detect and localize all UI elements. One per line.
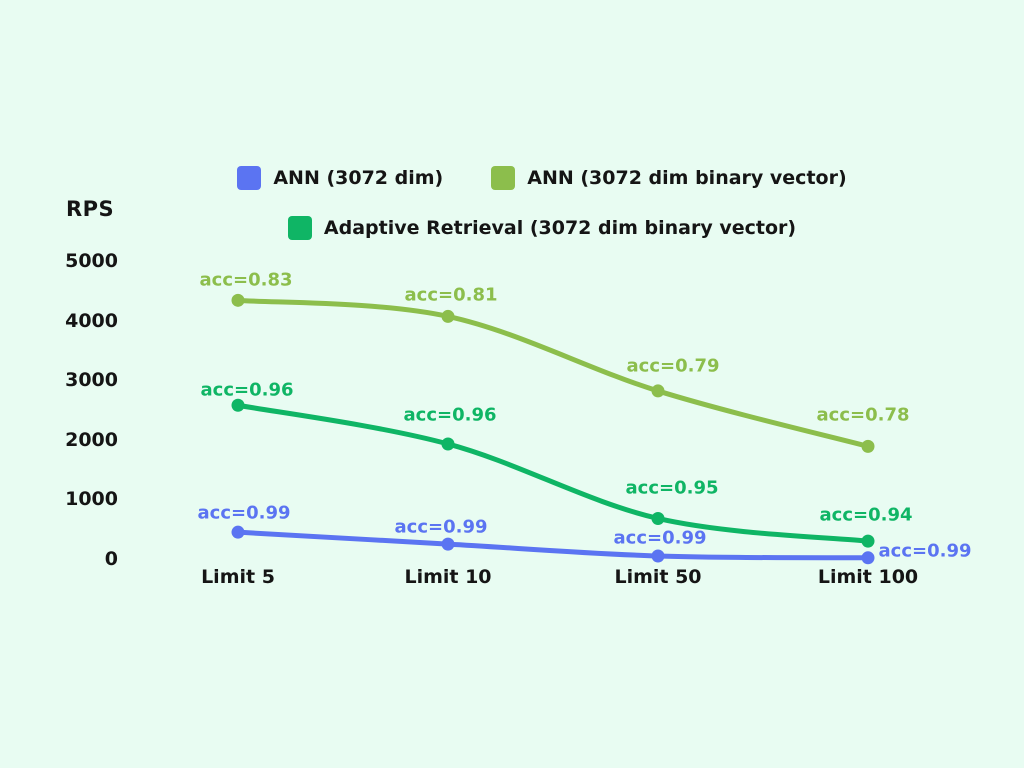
data-point (651, 384, 665, 398)
data-point (231, 398, 245, 412)
data-point (861, 551, 875, 565)
data-point (651, 549, 665, 563)
data-point (231, 525, 245, 539)
data-point (651, 511, 665, 525)
data-point (441, 537, 455, 551)
data-point (441, 309, 455, 323)
y-axis-title: RPS (66, 197, 115, 221)
data-point (861, 534, 875, 548)
data-point (231, 293, 245, 307)
data-point (441, 437, 455, 451)
data-point (861, 439, 875, 453)
series-line-0 (235, 529, 871, 561)
series-line-2 (235, 402, 871, 544)
series-line-1 (235, 297, 871, 449)
